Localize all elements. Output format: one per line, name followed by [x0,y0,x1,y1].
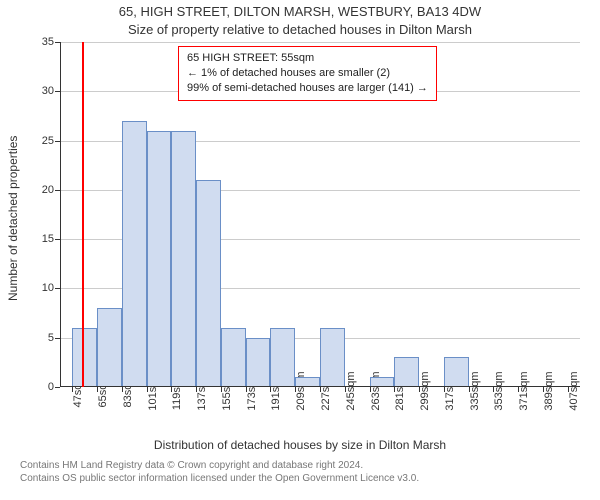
chart-subtitle: Size of property relative to detached ho… [0,22,600,37]
x-tick-mark [543,387,544,392]
x-tick-mark [345,387,346,392]
histogram-bar [320,328,345,387]
x-tick-label: 389sqm [543,371,555,410]
x-tick-mark [72,387,73,392]
x-tick-mark [122,387,123,392]
x-tick-label: 245sqm [345,371,357,410]
x-tick-mark [270,387,271,392]
y-tick-label: 15 [42,233,54,245]
y-tick-label: 10 [42,282,54,294]
histogram-bar [196,180,221,387]
x-tick-mark [246,387,247,392]
histogram-bar [444,357,469,387]
x-tick-mark [444,387,445,392]
marker-line [82,42,84,387]
histogram-bar [394,357,419,387]
histogram-bar [171,131,196,387]
histogram-bar [221,328,246,387]
histogram-bar [270,328,295,387]
y-tick-label: 5 [48,332,54,344]
x-tick-mark [147,387,148,392]
x-tick-mark [419,387,420,392]
x-tick-mark [171,387,172,392]
plot-area: 0510152025303547sqm65sqm83sqm101sqm119sq… [60,42,580,387]
histogram-bar [246,338,271,387]
grid-line [60,42,580,43]
y-axis-label-text: Number of detached properties [6,135,20,300]
x-tick-label: 299sqm [419,371,431,410]
x-tick-mark [320,387,321,392]
x-tick-label: 407sqm [568,371,580,410]
credits-line-1: Contains HM Land Registry data © Crown c… [20,460,580,473]
x-tick-label: 335sqm [469,371,481,410]
x-tick-mark [370,387,371,392]
x-tick-label: 353sqm [493,371,505,410]
x-tick-mark [97,387,98,392]
histogram-bar [97,308,122,387]
figure: { "title": "65, HIGH STREET, DILTON MARS… [0,0,600,500]
y-tick-label: 20 [42,184,54,196]
x-tick-mark [518,387,519,392]
y-axis-line [60,42,61,387]
y-tick-label: 35 [42,36,54,48]
histogram-bar [147,131,172,387]
histogram-bar [72,328,97,387]
x-axis-line [60,386,580,387]
y-tick-label: 30 [42,85,54,97]
credits: Contains HM Land Registry data © Crown c… [20,460,580,485]
x-tick-label: 371sqm [518,371,530,410]
annotation-line: ← 1% of detached houses are smaller (2) [187,66,428,81]
y-axis-label: Number of detached properties [6,135,20,300]
x-tick-mark [568,387,569,392]
y-tick-label: 0 [48,381,54,393]
annotation-box: 65 HIGH STREET: 55sqm← 1% of detached ho… [178,46,437,101]
credits-line-2: Contains OS public sector information li… [20,473,580,486]
x-tick-mark [196,387,197,392]
x-tick-mark [493,387,494,392]
x-tick-mark [295,387,296,392]
histogram-bar [122,121,147,387]
x-tick-mark [394,387,395,392]
annotation-line: 65 HIGH STREET: 55sqm [187,51,428,66]
chart-title: 65, HIGH STREET, DILTON MARSH, WESTBURY,… [0,4,600,19]
y-tick-mark [55,387,60,388]
x-tick-mark [221,387,222,392]
annotation-line: 99% of semi-detached houses are larger (… [187,81,428,96]
y-tick-label: 25 [42,135,54,147]
x-axis-label: Distribution of detached houses by size … [0,438,600,452]
x-tick-mark [469,387,470,392]
